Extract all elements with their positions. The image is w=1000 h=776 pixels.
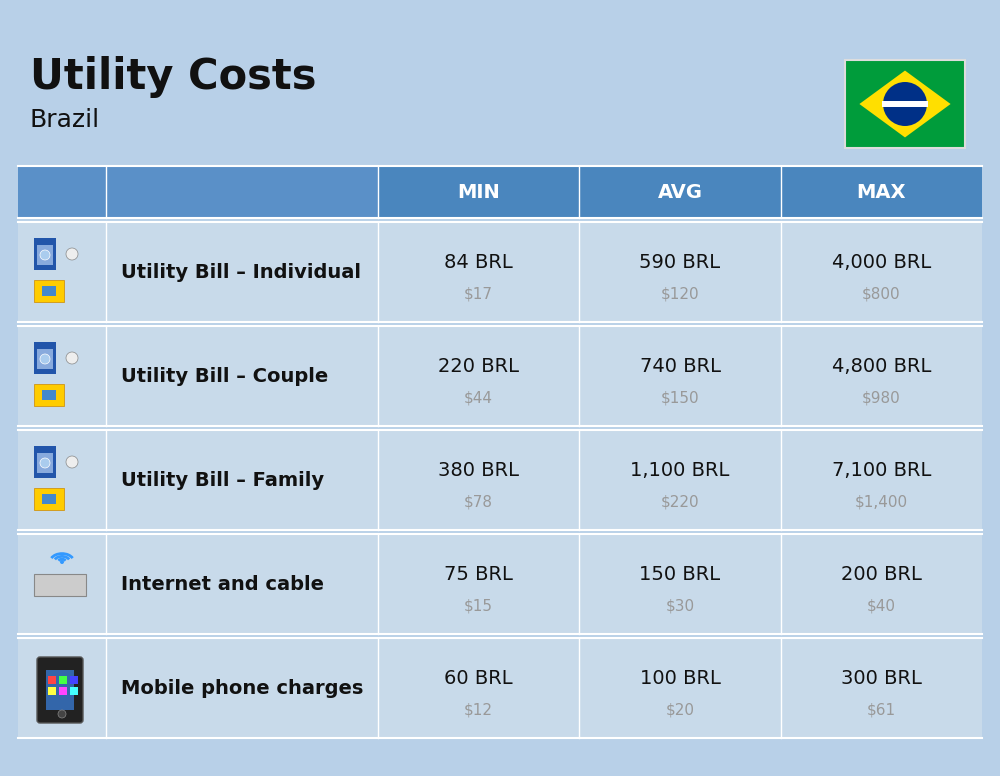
Bar xyxy=(37,453,53,473)
Text: 100 BRL: 100 BRL xyxy=(640,668,720,688)
Bar xyxy=(882,101,928,107)
Circle shape xyxy=(66,352,78,364)
Text: 740 BRL: 740 BRL xyxy=(640,356,720,376)
Bar xyxy=(18,534,982,634)
Text: $120: $120 xyxy=(661,286,699,302)
Text: $30: $30 xyxy=(665,598,695,614)
Text: $800: $800 xyxy=(862,286,901,302)
Text: MAX: MAX xyxy=(857,182,906,202)
Text: 4,000 BRL: 4,000 BRL xyxy=(832,252,931,272)
Bar xyxy=(48,676,56,684)
Circle shape xyxy=(66,248,78,260)
Circle shape xyxy=(58,710,66,718)
Bar xyxy=(59,687,67,695)
Text: $1,400: $1,400 xyxy=(855,494,908,510)
Text: 7,100 BRL: 7,100 BRL xyxy=(832,460,931,480)
Circle shape xyxy=(60,560,64,564)
Circle shape xyxy=(40,354,50,364)
Bar xyxy=(34,446,56,478)
Bar xyxy=(42,494,56,504)
FancyBboxPatch shape xyxy=(37,657,83,723)
Bar xyxy=(18,638,982,738)
Text: $150: $150 xyxy=(661,390,699,406)
Bar xyxy=(18,166,378,218)
Text: Brazil: Brazil xyxy=(30,108,100,132)
Bar xyxy=(59,676,67,684)
Polygon shape xyxy=(859,71,951,137)
Bar xyxy=(18,166,982,218)
Text: 1,100 BRL: 1,100 BRL xyxy=(630,460,730,480)
Text: $44: $44 xyxy=(464,390,493,406)
Text: Utility Costs: Utility Costs xyxy=(30,56,316,98)
Bar xyxy=(70,676,78,684)
Text: 300 BRL: 300 BRL xyxy=(841,668,922,688)
Bar xyxy=(70,687,78,695)
Bar xyxy=(18,222,982,322)
Bar xyxy=(48,687,56,695)
Text: 590 BRL: 590 BRL xyxy=(639,252,721,272)
Bar xyxy=(42,286,56,296)
Text: $12: $12 xyxy=(464,702,493,718)
Bar xyxy=(34,574,86,596)
Text: Utility Bill – Couple: Utility Bill – Couple xyxy=(121,366,328,386)
Text: 75 BRL: 75 BRL xyxy=(444,564,513,584)
Text: $17: $17 xyxy=(464,286,493,302)
Text: 380 BRL: 380 BRL xyxy=(438,460,519,480)
Bar xyxy=(845,60,965,148)
Text: 4,800 BRL: 4,800 BRL xyxy=(832,356,931,376)
Text: Internet and cable: Internet and cable xyxy=(121,574,324,594)
Text: 150 BRL: 150 BRL xyxy=(639,564,721,584)
Circle shape xyxy=(40,250,50,260)
Text: 220 BRL: 220 BRL xyxy=(438,356,519,376)
Bar xyxy=(34,238,56,270)
Text: Utility Bill – Family: Utility Bill – Family xyxy=(121,470,324,490)
Text: $220: $220 xyxy=(661,494,699,510)
Text: 84 BRL: 84 BRL xyxy=(444,252,513,272)
Circle shape xyxy=(66,456,78,468)
Text: Utility Bill – Individual: Utility Bill – Individual xyxy=(121,262,361,282)
Bar xyxy=(18,326,982,426)
Text: $15: $15 xyxy=(464,598,493,614)
Text: Mobile phone charges: Mobile phone charges xyxy=(121,678,363,698)
Bar xyxy=(42,390,56,400)
Bar xyxy=(34,384,64,406)
Bar xyxy=(46,670,74,710)
Bar xyxy=(37,349,53,369)
Text: AVG: AVG xyxy=(658,182,702,202)
Bar xyxy=(34,280,64,302)
Text: $40: $40 xyxy=(867,598,896,614)
Text: $980: $980 xyxy=(862,390,901,406)
Text: 200 BRL: 200 BRL xyxy=(841,564,922,584)
Bar xyxy=(37,245,53,265)
Text: 60 BRL: 60 BRL xyxy=(444,668,513,688)
Circle shape xyxy=(883,82,927,126)
Bar xyxy=(34,342,56,374)
Text: $61: $61 xyxy=(867,702,896,718)
Text: $20: $20 xyxy=(666,702,694,718)
Text: MIN: MIN xyxy=(457,182,500,202)
Bar xyxy=(34,488,64,510)
Bar xyxy=(18,430,982,530)
Text: $78: $78 xyxy=(464,494,493,510)
Circle shape xyxy=(40,458,50,468)
